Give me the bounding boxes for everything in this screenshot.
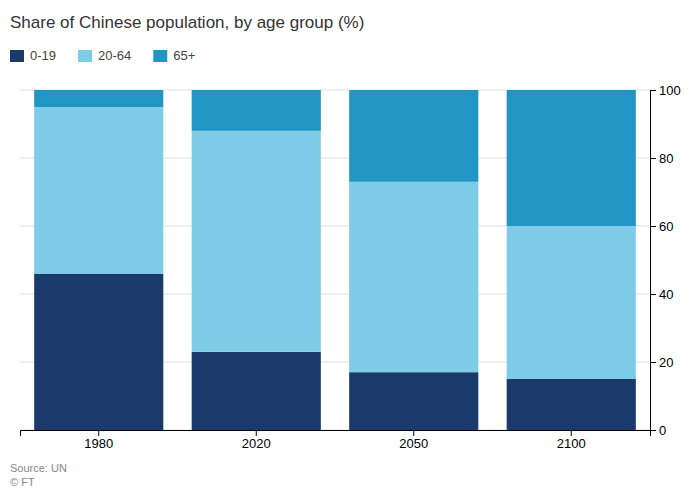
chart-title: Share of Chinese population, by age grou… — [10, 13, 364, 32]
x-tick-label: 1980 — [84, 436, 113, 451]
annotation: Source: UN © FT — [10, 462, 67, 488]
y-tick-label: 0 — [659, 423, 666, 438]
grid — [20, 90, 650, 430]
legend-swatch — [153, 50, 167, 62]
bar — [192, 131, 321, 352]
y-tick-label: 20 — [659, 355, 673, 370]
bar — [349, 182, 478, 372]
x-tick-label: 2020 — [242, 436, 271, 451]
y-tick-mark — [650, 158, 656, 159]
y-tick: 40 — [650, 287, 673, 302]
legend-swatch — [78, 50, 92, 62]
x-tick: 1980 — [84, 430, 113, 451]
y-tick: 20 — [650, 355, 673, 370]
bar — [34, 274, 163, 430]
annotation-line: © FT — [10, 476, 35, 488]
y-tick-mark — [650, 430, 656, 431]
x-tick-mark — [256, 430, 257, 436]
bar — [34, 107, 163, 274]
y-axis-line — [651, 91, 657, 431]
y-tick-mark — [650, 362, 656, 363]
bars — [34, 90, 636, 430]
y-tick-label: 40 — [659, 287, 673, 302]
x-tick-label: 2050 — [399, 436, 428, 451]
x-tick-mark — [98, 430, 99, 436]
y-tick-mark — [650, 294, 656, 295]
y-axis: 0 20 40 60 80 100 — [650, 83, 681, 438]
bar — [349, 372, 478, 430]
annotation-line: Source: UN — [10, 462, 67, 474]
y-tick-mark — [650, 90, 656, 91]
y-tick: 60 — [650, 219, 673, 234]
bar — [192, 90, 321, 131]
legend-label: 20-64 — [98, 48, 131, 63]
y-tick-label: 60 — [659, 219, 673, 234]
chart-container: Share of Chinese population, by age grou… — [0, 0, 700, 500]
bar — [507, 90, 636, 226]
x-tick: 2020 — [242, 430, 271, 451]
legend-label: 0-19 — [30, 48, 56, 63]
x-tick-mark — [413, 430, 414, 436]
bar — [349, 90, 478, 182]
y-tick-label: 80 — [659, 151, 673, 166]
legend-item: 0-19 — [10, 48, 56, 63]
bar-series — [34, 90, 636, 226]
x-tick-label: 2100 — [557, 436, 586, 451]
x-tick: 2100 — [557, 430, 586, 451]
legend: 0-19 20-64 65+ — [10, 48, 195, 63]
bar — [507, 379, 636, 430]
x-tick-mark — [571, 430, 572, 436]
legend-swatch — [10, 50, 24, 62]
x-axis-line — [21, 431, 651, 437]
y-tick: 80 — [650, 151, 673, 166]
legend-item: 20-64 — [78, 48, 131, 63]
x-axis: 1980 2020 2050 2100 — [21, 430, 651, 451]
y-tick: 100 — [650, 83, 681, 98]
y-tick-label: 100 — [659, 83, 681, 98]
bar — [192, 352, 321, 430]
x-tick: 2050 — [399, 430, 428, 451]
bar — [34, 90, 163, 107]
legend-item: 65+ — [153, 48, 195, 63]
legend-label: 65+ — [173, 48, 195, 63]
bar — [507, 226, 636, 379]
chart-svg: Share of Chinese population, by age grou… — [0, 0, 700, 500]
y-tick: 0 — [650, 423, 666, 438]
y-tick-mark — [650, 226, 656, 227]
